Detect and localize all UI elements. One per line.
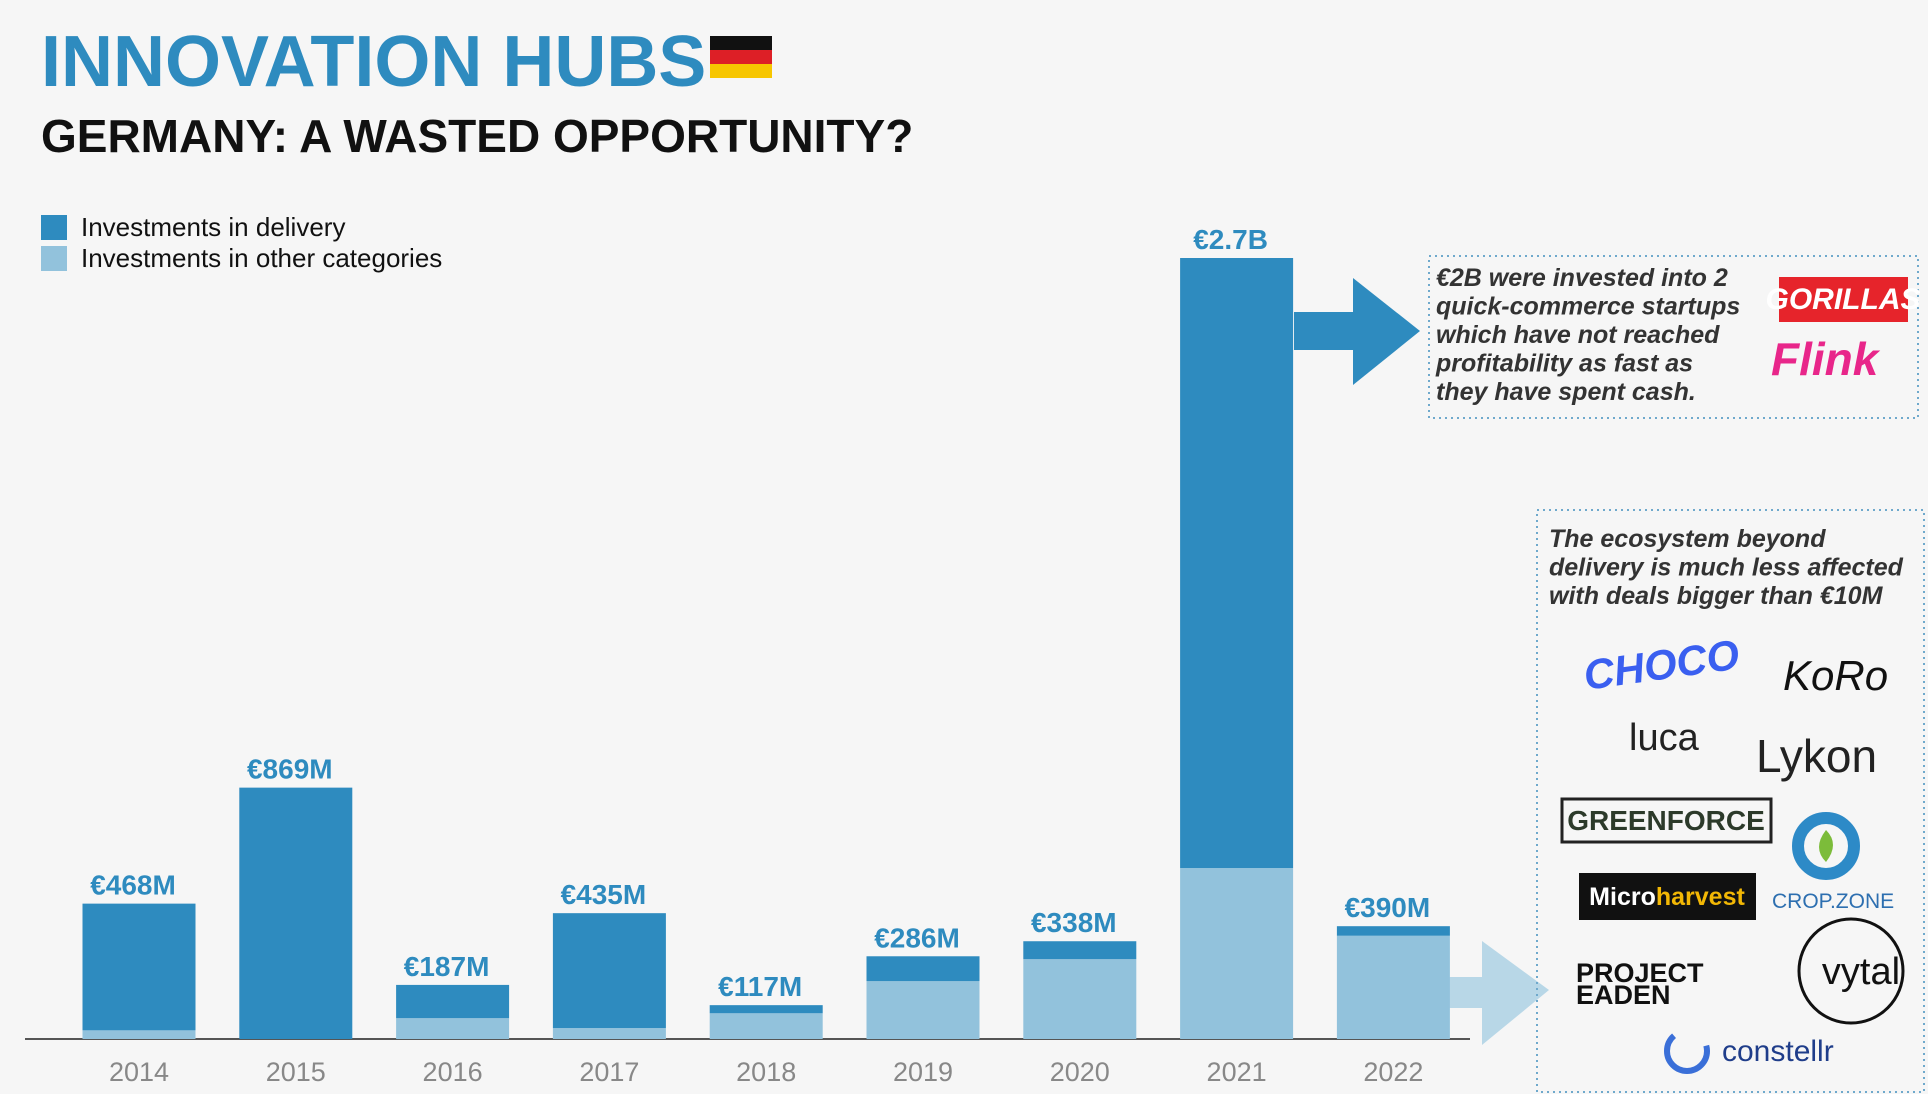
bar-segment [1180, 258, 1294, 869]
x-tick-label: 2015 [266, 1057, 326, 1087]
x-tick-label: 2014 [109, 1057, 169, 1087]
legend-swatch [41, 215, 67, 240]
bar-segment [82, 1030, 196, 1039]
logo-icon [1664, 1028, 1710, 1074]
x-tick-label: 2016 [423, 1057, 483, 1087]
callout-box [1428, 255, 1919, 419]
logo: GREENFORCE [1567, 805, 1765, 836]
data-label: €187M [404, 951, 490, 982]
callout-line: profitability as fast as [1435, 350, 1693, 378]
logo: vytal [1822, 951, 1900, 993]
data-label: €468M [90, 870, 176, 901]
logo-box [1779, 277, 1908, 322]
flag-stripe [710, 64, 772, 78]
flag-stripe [710, 50, 772, 64]
logo: KoRo [1783, 652, 1888, 699]
logo: PROJECT [1576, 958, 1704, 988]
callout-line: The ecosystem beyond [1549, 525, 1826, 553]
x-tick-label: 2022 [1363, 1057, 1423, 1087]
data-label: €869M [247, 754, 333, 785]
logo-icon [1819, 830, 1833, 862]
callout-line: they have spent cash. [1436, 378, 1696, 406]
logo: luca [1629, 717, 1700, 759]
callout-line: which have not reached [1436, 321, 1720, 349]
bar-segment [1180, 868, 1294, 1039]
x-tick-label: 2017 [579, 1057, 639, 1087]
x-tick-label: 2020 [1050, 1057, 1110, 1087]
logo: constellr [1722, 1035, 1834, 1068]
logo-box [1560, 797, 1773, 844]
logo: EADEN [1576, 980, 1671, 1010]
logo: CHOCO [1581, 631, 1742, 699]
legend-label: Investments in other categories [81, 243, 442, 273]
bar-segment [552, 913, 666, 1029]
legend-swatch [41, 246, 67, 271]
data-label: €117M [718, 971, 802, 1002]
logo-part: Micro [1589, 883, 1656, 911]
bar-segment [709, 1013, 823, 1039]
data-label: €2.7B [1193, 224, 1268, 255]
bar-segment [552, 1028, 666, 1039]
bar-segment [1023, 941, 1137, 960]
flag [710, 36, 772, 78]
chart-title: INNOVATION HUBS [41, 22, 706, 102]
callout-line: delivery is much less affected [1549, 554, 1904, 582]
bar-segment [866, 981, 980, 1039]
data-label: €286M [874, 922, 960, 953]
arrow-head [1482, 941, 1549, 1045]
logo: Microharvest [1589, 883, 1745, 911]
bar-segment [1336, 926, 1450, 936]
bar-segment [1336, 935, 1450, 1039]
logo-icon [1792, 812, 1860, 880]
chart-subtitle: GERMANY: A WASTED OPPORTUNITY? [41, 110, 913, 162]
x-tick-label: 2018 [736, 1057, 796, 1087]
legend-label: Investments in delivery [81, 212, 345, 242]
logo-icon [1797, 917, 1905, 1025]
bar-segment [1023, 959, 1137, 1039]
callout-box [1536, 509, 1925, 1093]
x-tick-label: 2019 [893, 1057, 953, 1087]
callout-line: with deals bigger than €10M [1549, 582, 1884, 610]
flag-stripe [710, 36, 772, 50]
logo-part: harvest [1656, 883, 1746, 911]
bar-segment [396, 1018, 510, 1039]
logo: GORILLAS [1766, 283, 1921, 316]
bar-segment [866, 956, 980, 982]
arrow-head [1353, 278, 1420, 385]
bar-segment [239, 787, 353, 1039]
data-label: €338M [1031, 907, 1117, 938]
logo: Flink [1771, 333, 1881, 385]
logo-box [1579, 873, 1756, 920]
arrow [1294, 278, 1420, 385]
bar-segment [82, 903, 196, 1031]
x-tick-label: 2021 [1207, 1057, 1267, 1087]
callout-line: quick-commerce startups [1436, 293, 1740, 321]
logo: CROP.ZONE [1772, 890, 1894, 913]
data-label: €435M [561, 879, 647, 910]
bar-segment [709, 1005, 823, 1014]
arrow-body [1294, 312, 1354, 350]
logo: Lykon [1756, 730, 1877, 782]
data-label: €390M [1345, 892, 1431, 923]
bar-segment [396, 984, 510, 1019]
callout-line: €2B were invested into 2 [1436, 264, 1728, 292]
